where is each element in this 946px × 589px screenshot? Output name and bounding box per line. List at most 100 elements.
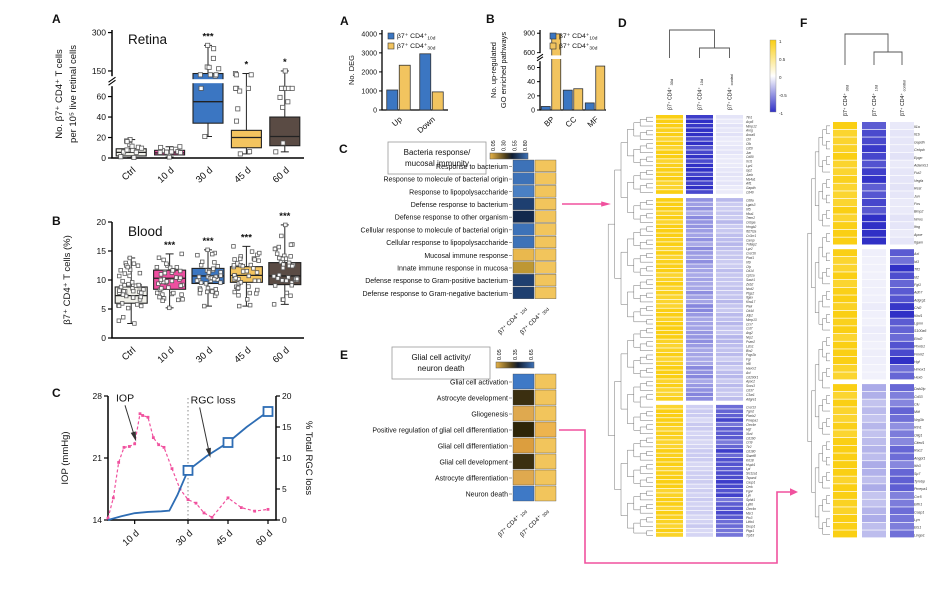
panel-label-mid-a: A xyxy=(340,14,349,28)
svg-text:CC: CC xyxy=(564,115,579,130)
svg-text:Ms4a1: Ms4a1 xyxy=(746,177,756,181)
svg-text:Adamts1: Adamts1 xyxy=(913,164,928,168)
svg-text:Krt18: Krt18 xyxy=(746,458,754,462)
svg-text:% Total RGC loss: % Total RGC loss xyxy=(303,421,314,496)
svg-text:Socs3: Socs3 xyxy=(746,384,755,388)
svg-text:Trem2: Trem2 xyxy=(746,216,755,220)
svg-text:0.30: 0.30 xyxy=(502,140,508,151)
svg-text:0: 0 xyxy=(101,153,106,163)
svg-text:β7⁺ CD4⁺ control: β7⁺ CD4⁺ control xyxy=(728,74,734,110)
svg-text:Lyn: Lyn xyxy=(914,518,920,522)
svg-text:Defense response to Gram-negat: Defense response to Gram-negative bacter… xyxy=(362,291,508,298)
svg-text:Hspb1: Hspb1 xyxy=(746,463,755,467)
svg-text:3000: 3000 xyxy=(361,50,377,57)
svg-text:Rest: Rest xyxy=(914,187,922,191)
svg-text:Itih3: Itih3 xyxy=(914,464,921,468)
svg-text:Plxnb1: Plxnb1 xyxy=(914,345,925,349)
svg-text:Nod2: Nod2 xyxy=(746,287,754,291)
svg-text:***: *** xyxy=(202,236,213,247)
svg-text:Lyz1: Lyz1 xyxy=(746,164,753,168)
svg-text:Rtn1: Rtn1 xyxy=(914,426,922,430)
svg-text:Innate immune response in muco: Innate immune response in mucosa xyxy=(397,265,508,272)
svg-text:Arg2: Arg2 xyxy=(745,331,753,335)
svg-text:Up: Up xyxy=(390,114,404,128)
svg-text:0: 0 xyxy=(101,333,106,343)
svg-text:Cd8a: Cd8a xyxy=(746,199,754,203)
svg-text:2000: 2000 xyxy=(361,69,377,76)
svg-text:-1: -1 xyxy=(779,111,783,116)
svg-text:β7⁺ CD4⁺ 10d: β7⁺ CD4⁺ 10d xyxy=(698,79,704,110)
svg-text:Ptgs2: Ptgs2 xyxy=(746,291,754,295)
panel-label-b: B xyxy=(52,214,61,228)
panel-label-mid-e: E xyxy=(340,348,349,362)
svg-text:Anxa5: Anxa5 xyxy=(745,133,755,137)
svg-text:Adgrg1: Adgrg1 xyxy=(913,298,926,302)
svg-text:Hba1: Hba1 xyxy=(746,212,754,216)
svg-text:No. DEG: No. DEG xyxy=(347,55,356,85)
svg-text:GO enriched pathways: GO enriched pathways xyxy=(499,32,508,109)
svg-text:No. β7⁺ CD4⁺ T cells: No. β7⁺ CD4⁺ T cells xyxy=(54,49,65,139)
svg-text:Id2: Id2 xyxy=(914,275,919,279)
svg-text:45 d: 45 d xyxy=(232,345,253,366)
svg-text:Ly86: Ly86 xyxy=(746,503,753,507)
svg-text:Havcr2: Havcr2 xyxy=(746,366,756,370)
svg-text:Tln1: Tln1 xyxy=(746,115,752,119)
svg-text:300: 300 xyxy=(92,28,106,38)
gene-heatmap-d: β7⁺ CD4⁺ 30d β7⁺ CD4⁺ 10d β7⁺ CD4⁺ control… xyxy=(607,29,787,538)
svg-text:Dab2ip: Dab2ip xyxy=(914,387,925,391)
svg-text:Hgf: Hgf xyxy=(746,427,752,431)
svg-text:Slc11a1: Slc11a1 xyxy=(746,472,758,476)
svg-text:Lingo1: Lingo1 xyxy=(914,533,925,537)
svg-text:Casp1: Casp1 xyxy=(746,480,755,484)
svg-text:Hmox1: Hmox1 xyxy=(914,368,925,372)
svg-text:Irf5: Irf5 xyxy=(746,207,751,211)
svg-text:0: 0 xyxy=(282,515,287,525)
svg-text:Cfb: Cfb xyxy=(746,142,751,146)
svg-text:Tlr2: Tlr2 xyxy=(746,445,752,449)
svg-text:Adh7: Adh7 xyxy=(913,291,923,295)
svg-text:β7⁺ CD4⁺ 30d: β7⁺ CD4⁺ 30d xyxy=(843,85,849,116)
svg-text:Jun: Jun xyxy=(746,151,751,155)
svg-text:Fos: Fos xyxy=(914,202,920,206)
svg-text:Nrros: Nrros xyxy=(914,217,923,221)
svg-text:Plxnb2: Plxnb2 xyxy=(746,414,756,418)
svg-text:β7⁺ CD4⁺10d: β7⁺ CD4⁺10d xyxy=(397,33,436,42)
svg-text:Pmepa1: Pmepa1 xyxy=(746,419,758,423)
svg-text:0.05: 0.05 xyxy=(491,140,497,151)
svg-text:Adgre1: Adgre1 xyxy=(745,397,757,401)
svg-text:Lpl: Lpl xyxy=(746,467,751,471)
retina-boxplot: 0 20 40 60 150 300 Ctrl 10 d 30 d *** 45 d * 60 d * Re… xyxy=(54,28,304,186)
svg-text:***: *** xyxy=(202,31,213,42)
svg-text:Chl2: Chl2 xyxy=(914,306,921,310)
svg-text:Response to lipopolysaccharide: Response to lipopolysaccharide xyxy=(409,189,508,196)
svg-text:S100a6: S100a6 xyxy=(914,329,926,333)
svg-text:β7⁺ CD4⁺30d: β7⁺ CD4⁺30d xyxy=(559,43,598,52)
svg-text:Neuron death: Neuron death xyxy=(466,492,509,499)
svg-text:Cellular response to lipopolys: Cellular response to lipopolysaccharide xyxy=(386,240,508,247)
panel-label-d: D xyxy=(618,16,627,30)
svg-text:Cd180: Cd180 xyxy=(746,450,756,454)
svg-text:Cpt1a: Cpt1a xyxy=(746,274,755,278)
svg-text:Clec4n: Clec4n xyxy=(746,507,756,511)
svg-text:Lgmn: Lgmn xyxy=(914,322,923,326)
svg-text:Gapdh: Gapdh xyxy=(746,186,756,190)
svg-text:Ifi27l2a: Ifi27l2a xyxy=(746,229,757,233)
svg-text:Defense response to other orga: Defense response to other organism xyxy=(395,215,508,222)
svg-text:Nrp2: Nrp2 xyxy=(746,336,753,340)
svg-text:0: 0 xyxy=(373,108,377,115)
svg-text:Cebpa: Cebpa xyxy=(746,221,756,225)
svg-text:Bacteria response/: Bacteria response/ xyxy=(404,148,471,157)
svg-text:Klra17: Klra17 xyxy=(746,300,755,304)
svg-text:Rac2: Rac2 xyxy=(914,449,922,453)
svg-text:Cxcl16: Cxcl16 xyxy=(746,252,756,256)
svg-text:Ehd2: Ehd2 xyxy=(914,337,922,341)
svg-text:Cd200r1: Cd200r1 xyxy=(746,375,758,379)
svg-text:Klrd1: Klrd1 xyxy=(914,314,922,318)
svg-text:Clu: Clu xyxy=(914,403,919,407)
svg-text:Plek: Plek xyxy=(746,305,753,309)
svg-text:Blood: Blood xyxy=(128,224,163,239)
svg-text:Camp: Camp xyxy=(746,238,755,242)
svg-text:Lyn: Lyn xyxy=(746,494,751,498)
svg-text:45 d: 45 d xyxy=(214,528,235,549)
